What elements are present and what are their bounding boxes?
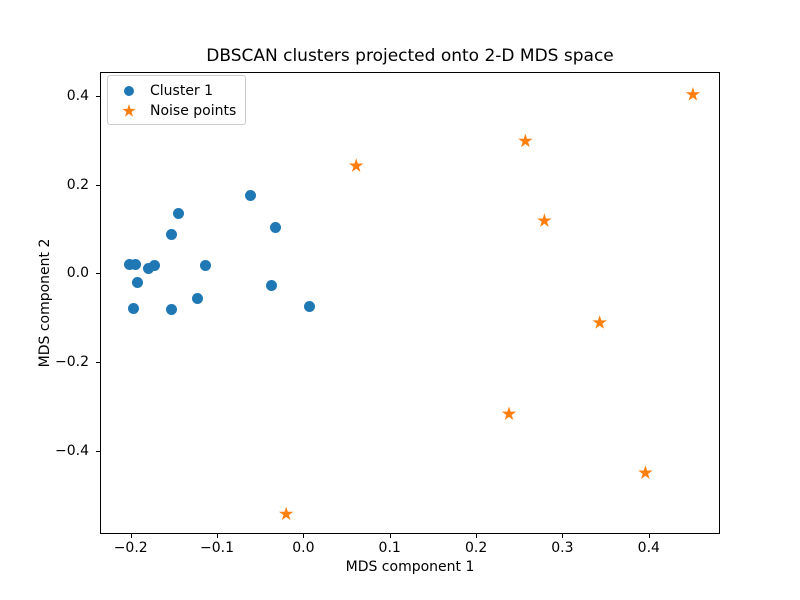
y-axis-label: MDS component 2 [37,238,53,368]
legend-marker-cell [108,86,150,96]
x-tick-mark [476,534,478,538]
x-tick-label: −0.1 [200,540,234,556]
x-tick-label: 0.1 [378,540,401,556]
y-tick-label: 0.0 [66,265,89,282]
data-point-cluster-1 [165,304,177,316]
data-point-noise-points [348,158,364,172]
x-axis-label: MDS component 1 [345,559,475,575]
x-tick-mark [389,534,391,538]
y-tick-label: 0.2 [66,176,89,193]
legend-item-cluster1: Cluster 1 [108,81,245,101]
data-point-cluster-1 [127,302,139,314]
data-point-noise-points [685,87,701,101]
x-tick-label: 0.2 [464,540,488,556]
y-tick-mark [96,184,100,186]
data-point-noise-points [638,465,653,479]
circle-marker-icon [124,86,134,96]
data-point-noise-points [518,133,533,148]
legend-item-noise: Noise points [108,101,245,121]
x-tick-mark [130,534,132,538]
x-tick-mark [217,534,218,538]
y-tick-label: −0.4 [55,442,89,459]
data-point-cluster-1 [123,259,135,271]
legend-marker-cell [108,104,150,118]
data-point-noise-points [592,315,607,329]
data-point-noise-points [501,406,517,421]
y-tick-mark [96,96,100,98]
legend-label-cluster1: Cluster 1 [150,83,214,99]
y-tick-label: −0.2 [55,353,89,370]
x-tick-mark [562,534,564,538]
x-tick-label: 0.4 [637,540,660,556]
data-point-cluster-1 [191,292,203,304]
data-point-cluster-1 [165,228,177,240]
y-tick-label: 0.4 [66,88,89,105]
data-point-noise-points [537,213,552,227]
y-tick-mark [96,273,100,275]
x-tick-label: −0.2 [113,540,148,556]
plot-area [100,72,720,534]
data-point-cluster-1 [245,190,257,202]
y-tick-mark [96,361,100,363]
data-point-cluster-1 [266,280,277,292]
data-point-cluster-1 [142,262,154,274]
data-point-noise-points [278,506,294,521]
x-tick-mark [303,534,305,538]
x-tick-mark [648,534,650,538]
legend-label-noise: Noise points [150,103,237,119]
chart-title: DBSCAN clusters projected onto 2-D MDS s… [206,46,614,66]
data-point-cluster-1 [148,259,160,271]
data-point-cluster-1 [172,207,184,219]
x-tick-label: 0.3 [551,540,574,556]
data-point-cluster-1 [132,277,144,289]
data-point-cluster-1 [129,259,141,271]
y-tick-mark [96,450,100,452]
star-marker-icon [122,104,136,117]
data-point-cluster-1 [200,260,212,272]
legend: Cluster 1 Noise points [107,75,246,125]
data-point-cluster-1 [269,221,281,233]
data-point-cluster-1 [304,301,315,313]
x-tick-label: 0.0 [292,540,315,556]
